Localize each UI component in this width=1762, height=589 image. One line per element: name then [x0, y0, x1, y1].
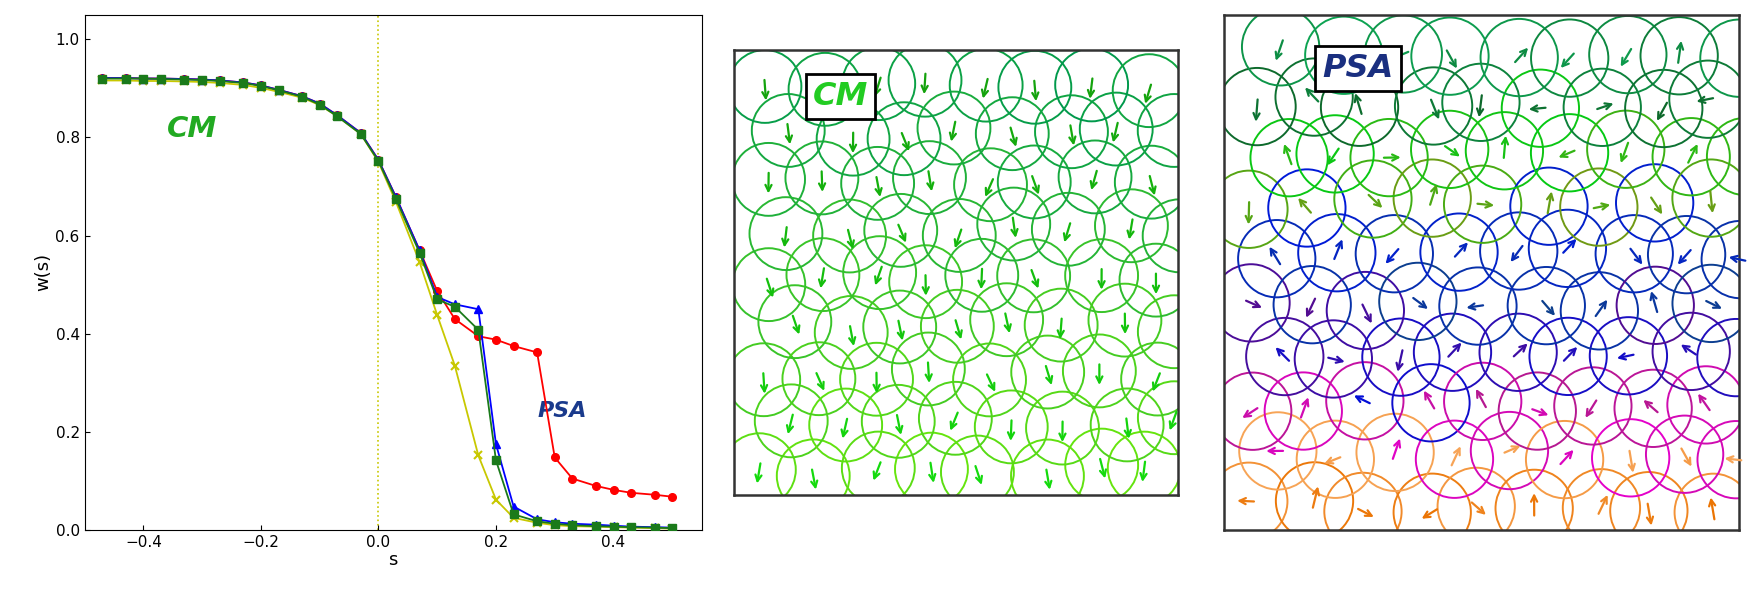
- Text: PSA: PSA: [537, 401, 587, 421]
- Y-axis label: w(s): w(s): [35, 253, 53, 292]
- Text: CM: CM: [812, 81, 869, 112]
- Text: CM: CM: [167, 115, 217, 144]
- Text: PSA: PSA: [1322, 54, 1394, 84]
- X-axis label: s: s: [388, 551, 398, 570]
